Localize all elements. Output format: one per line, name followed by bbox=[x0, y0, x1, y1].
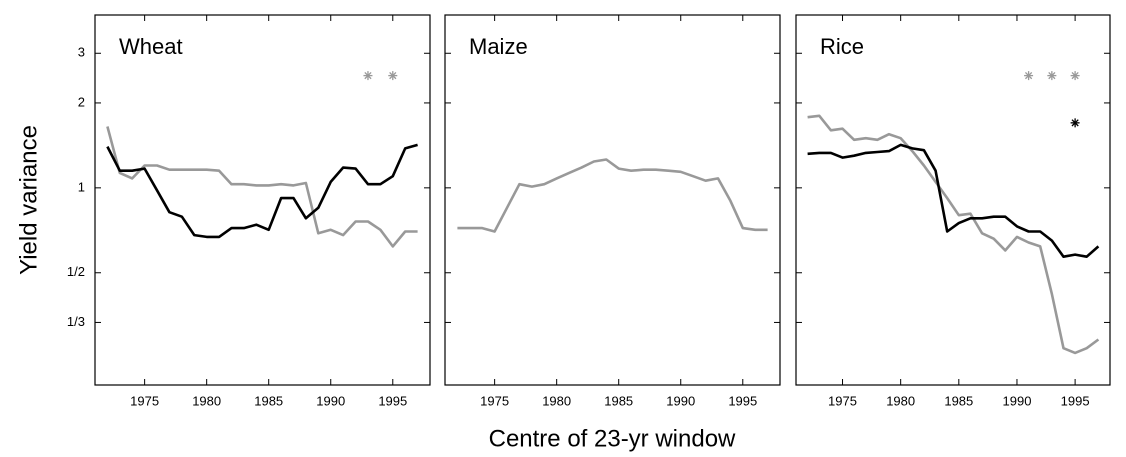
panel-title: Wheat bbox=[119, 34, 183, 59]
y-tick-label: 3 bbox=[78, 45, 85, 60]
marker-stroke bbox=[1071, 119, 1079, 127]
x-tick-label: 1975 bbox=[130, 393, 159, 408]
x-tick-label: 1990 bbox=[1003, 393, 1032, 408]
x-tick-label: 1975 bbox=[480, 393, 509, 408]
marker-stroke bbox=[1071, 71, 1079, 80]
significance-marker bbox=[363, 71, 373, 81]
y-tick-label: 2 bbox=[78, 94, 85, 109]
x-tick-label: 1975 bbox=[828, 393, 857, 408]
series-line bbox=[106, 143, 418, 239]
significance-marker bbox=[1070, 71, 1080, 81]
marker-stroke bbox=[1024, 71, 1033, 80]
panel-frame bbox=[795, 14, 1111, 386]
x-tick-label: 1995 bbox=[1061, 393, 1090, 408]
marker-stroke bbox=[364, 71, 372, 80]
panel-frame bbox=[94, 14, 431, 386]
x-tick-label: 1995 bbox=[378, 393, 407, 408]
x-tick-label: 1985 bbox=[944, 393, 973, 408]
y-tick-label: 1/2 bbox=[67, 264, 85, 279]
x-tick-label: 1980 bbox=[886, 393, 915, 408]
y-tick-label: 1/3 bbox=[67, 314, 85, 329]
panel-title: Maize bbox=[469, 34, 528, 59]
series-line bbox=[807, 114, 1100, 355]
marker-stroke bbox=[1048, 71, 1056, 80]
significance-marker bbox=[1047, 71, 1057, 81]
panel-frame bbox=[444, 14, 781, 386]
series-line bbox=[106, 126, 418, 248]
x-axis-label: Centre of 23-yr window bbox=[489, 425, 736, 452]
significance-marker bbox=[1070, 118, 1080, 128]
x-tick-label: 1995 bbox=[728, 393, 757, 408]
x-tick-label: 1980 bbox=[542, 393, 571, 408]
y-axis-label: Yield variance bbox=[15, 125, 42, 275]
x-tick-label: 1990 bbox=[666, 393, 695, 408]
y-tick-label: 1 bbox=[78, 179, 85, 194]
x-tick-label: 1985 bbox=[254, 393, 283, 408]
panel-title: Rice bbox=[820, 34, 864, 59]
marker-stroke bbox=[389, 71, 397, 80]
x-tick-label: 1985 bbox=[604, 393, 633, 408]
x-tick-label: 1980 bbox=[192, 393, 221, 408]
significance-marker bbox=[1024, 71, 1034, 81]
x-tick-label: 1990 bbox=[316, 393, 345, 408]
series-line bbox=[807, 143, 1100, 259]
series-line bbox=[457, 158, 768, 233]
significance-marker bbox=[388, 71, 398, 81]
